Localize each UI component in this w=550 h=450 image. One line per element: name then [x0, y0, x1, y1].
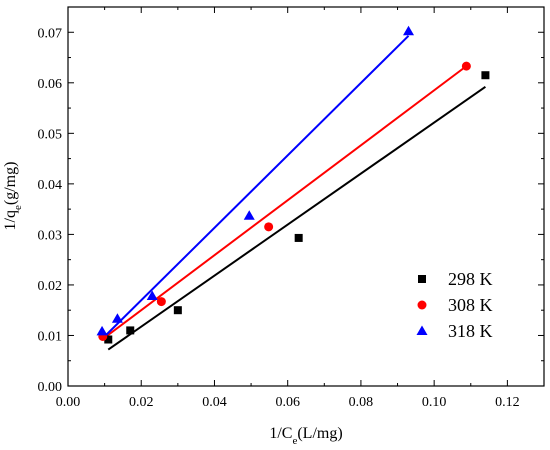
legend-label-298k: 298 K — [448, 269, 493, 289]
point-318k — [111, 313, 123, 323]
x-tick-label: 0.12 — [495, 395, 520, 410]
x-tick-label: 0.10 — [422, 395, 447, 410]
y-tick-label: 0.03 — [38, 228, 63, 243]
x-tick-label: 0.02 — [129, 395, 154, 410]
legend-label-318k: 318 K — [448, 321, 493, 341]
legend-marker-298k — [418, 275, 426, 283]
point-298k — [481, 71, 490, 80]
y-axis-title: 1/qe(g/mg) — [2, 162, 24, 231]
legend-marker-308k — [417, 300, 427, 310]
data-markers — [96, 25, 490, 344]
point-298k — [104, 335, 113, 344]
point-308k — [461, 61, 471, 71]
point-318k — [403, 25, 415, 36]
fit-lines — [101, 35, 486, 351]
x-tick-label: 0.04 — [202, 395, 227, 410]
plot-frame — [67, 6, 545, 387]
y-tick-label: 0.04 — [38, 178, 63, 193]
y-tick-label: 0.02 — [38, 279, 63, 294]
fit-line-318k — [101, 35, 410, 340]
legend-label-308k: 308 K — [448, 295, 493, 315]
legend: 298 K 308 K 318 K — [416, 269, 493, 341]
x-tick-label: 0.08 — [349, 395, 374, 410]
x-tick-label: 0.06 — [275, 395, 300, 410]
point-298k — [173, 306, 182, 315]
y-tick-label: 0.06 — [38, 77, 63, 92]
y-axis: 0.00 0.01 0.02 0.03 0.04 0.05 0.06 0.07 — [38, 26, 544, 395]
point-308k — [156, 297, 166, 307]
x-tick-label: 0.00 — [56, 395, 81, 410]
y-tick-label: 0.00 — [38, 380, 63, 395]
y-tick-label: 0.05 — [38, 127, 63, 142]
point-318k — [96, 325, 108, 336]
point-318k — [243, 210, 255, 220]
fit-line-298k — [107, 86, 486, 351]
point-298k — [126, 326, 135, 335]
y-tick-label: 0.01 — [38, 329, 63, 344]
point-298k — [294, 233, 303, 242]
x-axis-title: 1/Ce(L/mg) — [269, 425, 342, 447]
x-axis: 0.00 0.02 0.04 0.06 0.08 0.10 0.12 — [56, 7, 520, 410]
y-tick-label: 0.07 — [38, 26, 63, 41]
legend-marker-318k — [416, 325, 428, 335]
point-318k — [146, 290, 158, 301]
fit-line-308k — [102, 65, 467, 340]
point-308k — [264, 222, 274, 232]
